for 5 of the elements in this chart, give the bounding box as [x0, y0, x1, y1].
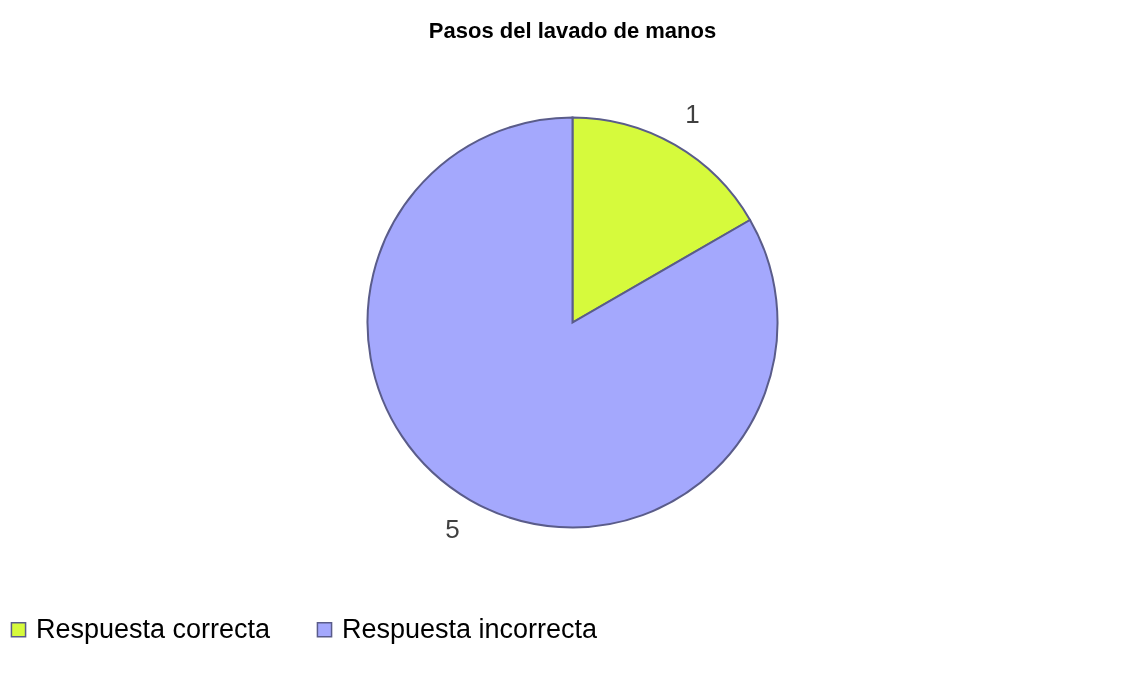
chart-title: Pasos del lavado de manos: [428, 18, 717, 43]
legend-label: Respuesta correcta: [36, 613, 272, 644]
data-label: 5: [445, 514, 460, 545]
legend-label: Respuesta incorrecta: [342, 613, 599, 644]
data-label: 1: [685, 98, 700, 129]
